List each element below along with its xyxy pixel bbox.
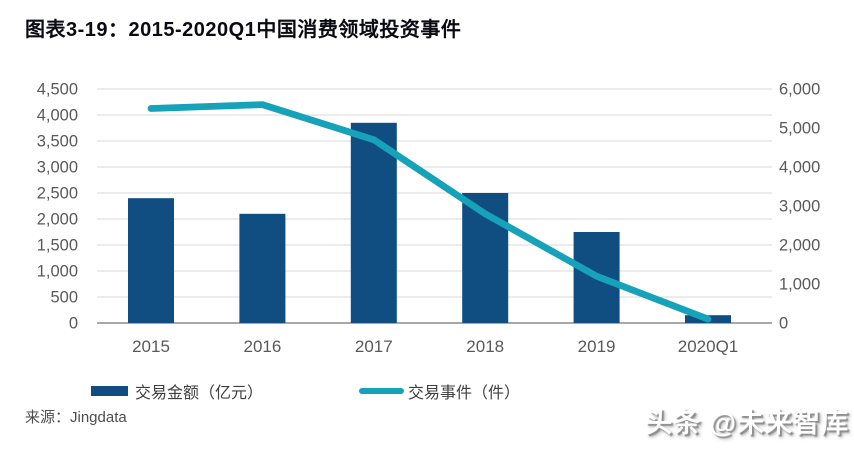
- line-series-swatch-icon: [359, 388, 405, 394]
- line-series: [147, 101, 712, 323]
- right-axis-tick: 4,000: [779, 159, 820, 177]
- right-axis-tick: 5,000: [779, 120, 820, 138]
- chart-title: 图表3-19：2015-2020Q1中国消费领域投资事件: [25, 19, 462, 41]
- bar-2017: [350, 122, 397, 323]
- bar-series-swatch-icon: [91, 386, 128, 396]
- right-axis-tick: 3,000: [779, 198, 820, 216]
- x-axis-label-2019: 2019: [578, 337, 616, 356]
- left-axis-tick: 4,500: [37, 81, 78, 99]
- right-axis-tick: 0: [779, 315, 788, 333]
- x-axis-label-2018: 2018: [466, 337, 504, 356]
- left-axis-tick: 500: [50, 289, 78, 307]
- bar-2015: [128, 198, 174, 323]
- left-axis-tick: 1,000: [37, 263, 78, 281]
- left-axis-tick: 1,500: [37, 237, 78, 255]
- left-axis-tick: 4,000: [37, 107, 78, 125]
- left-axis-tick: 3,000: [37, 159, 78, 177]
- x-axis-label-2015: 2015: [132, 337, 170, 356]
- left-axis-tick: 3,500: [37, 133, 78, 151]
- left-axis-tick: 2,500: [37, 185, 78, 203]
- legend-label-amount: 交易金额（亿元）: [135, 385, 264, 402]
- left-axis-tick: 0: [69, 315, 78, 333]
- left-axis-tick: 2,000: [37, 211, 78, 229]
- legend-item-events: 交易事件（件）: [359, 379, 520, 403]
- right-axis-tick: 2,000: [779, 237, 820, 255]
- x-axis-label-2017: 2017: [355, 337, 393, 356]
- source-note: 来源：Jingdata: [25, 409, 127, 426]
- x-axis-label-2020Q1: 2020Q1: [678, 337, 739, 356]
- legend-label-events: 交易事件（件）: [408, 385, 521, 402]
- x-axis-label-2016: 2016: [243, 337, 281, 356]
- legend-item-amount: 交易金额（亿元）: [91, 379, 263, 403]
- right-axis-tick: 6,000: [779, 81, 820, 99]
- bar-2016: [239, 213, 286, 323]
- right-axis-tick: 1,000: [779, 276, 820, 294]
- watermark: 头条 @未来智库: [645, 408, 849, 438]
- chart-legend: 交易金额（亿元） 交易事件（件）: [91, 379, 520, 403]
